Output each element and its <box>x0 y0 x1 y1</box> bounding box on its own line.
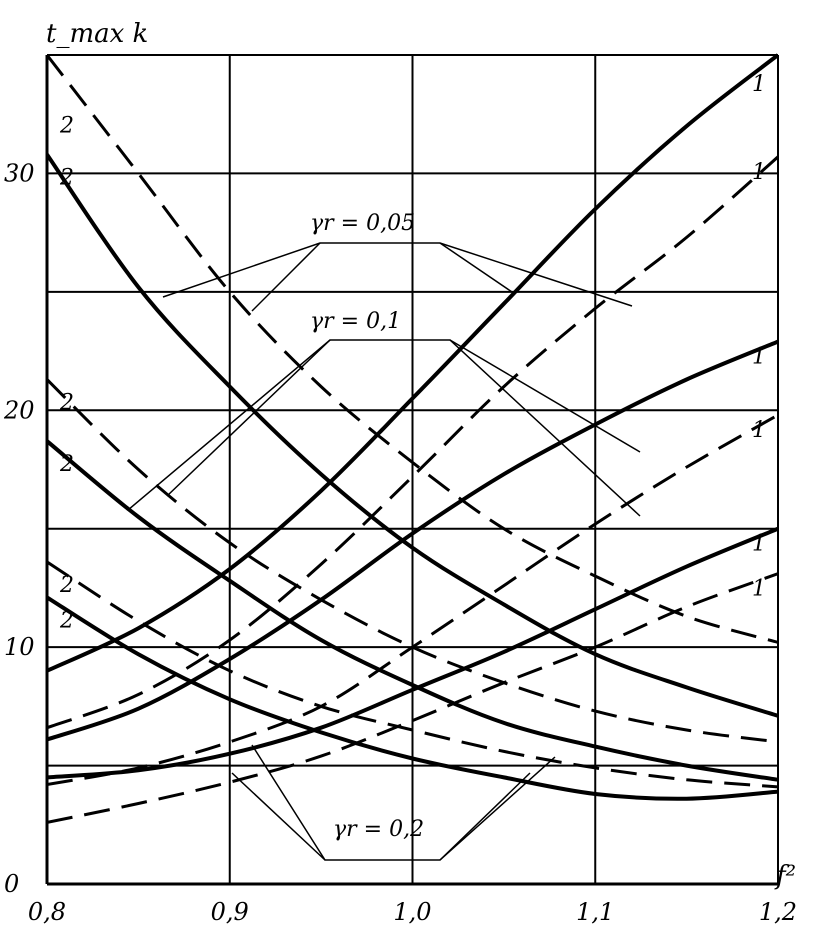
x-tick-label: 0,9 <box>211 898 249 926</box>
curve-number-label: 2 <box>59 165 74 190</box>
curve-number-label: 2 <box>59 608 74 633</box>
curve-dashed-1 <box>47 413 778 786</box>
leader-line <box>251 744 556 861</box>
leader-line <box>166 339 331 497</box>
gamma-label-0-1: γr = 0,1 <box>310 309 401 334</box>
leader-line <box>127 339 641 517</box>
leader-line <box>439 772 531 861</box>
x-tick-label: 1,0 <box>393 898 431 926</box>
curve-solid-1 <box>47 53 778 673</box>
curve-number-label: 1 <box>752 160 766 185</box>
curve-number-label: 2 <box>59 573 74 598</box>
gamma-label-0-2: γr = 0,2 <box>333 817 424 842</box>
curve-solid-1 <box>47 339 778 742</box>
curve-number-label: 2 <box>59 113 74 138</box>
y-axis-title: t_max k <box>46 19 148 49</box>
curve-number-label: 2 <box>59 390 74 415</box>
leader-line <box>162 242 633 307</box>
leader-line <box>449 339 641 453</box>
leader-line <box>231 772 326 861</box>
curve-dashed-1 <box>47 572 778 824</box>
leader-line <box>251 242 321 312</box>
x-axis-title: f² <box>774 861 796 891</box>
curve-solid-1 <box>47 526 778 780</box>
curve-labels: 1 1 2 2 1 1 2 2 1 1 2 2 <box>59 72 766 633</box>
curve-dashed-2 <box>47 378 778 744</box>
y-tick-label: 30 <box>4 159 35 187</box>
gamma-label-0-05: γr = 0,05 <box>310 211 415 236</box>
curve-number-label: 1 <box>752 418 766 443</box>
y-tick-label: 0 <box>4 870 19 898</box>
curve-solid-2 <box>47 439 778 782</box>
x-tick-label: 1,1 <box>576 898 614 926</box>
curve-number-label: 1 <box>752 345 766 370</box>
curve-dashed-2 <box>47 54 778 644</box>
curve-number-label: 1 <box>752 532 766 557</box>
x-tick-label: 1,2 <box>759 898 797 926</box>
grid <box>45 54 779 886</box>
y-tick-label: 10 <box>4 633 35 661</box>
annotation-leaders <box>127 242 641 861</box>
curves <box>47 53 778 824</box>
y-tick-label: 20 <box>3 396 35 424</box>
curve-number-label: 1 <box>752 577 766 602</box>
curve-number-label: 2 <box>59 452 74 477</box>
curve-solid-2 <box>47 595 778 801</box>
curve-number-label: 1 <box>752 72 766 97</box>
tick-labels: 0,8 0,9 1,0 1,1 1,2 0 10 20 30 <box>3 159 797 926</box>
leader-line <box>439 242 516 295</box>
curve-dashed-1 <box>47 155 778 730</box>
curve-solid-2 <box>47 153 778 718</box>
x-tick-label: 0,8 <box>28 898 66 926</box>
curve-dashed-2 <box>47 560 778 789</box>
